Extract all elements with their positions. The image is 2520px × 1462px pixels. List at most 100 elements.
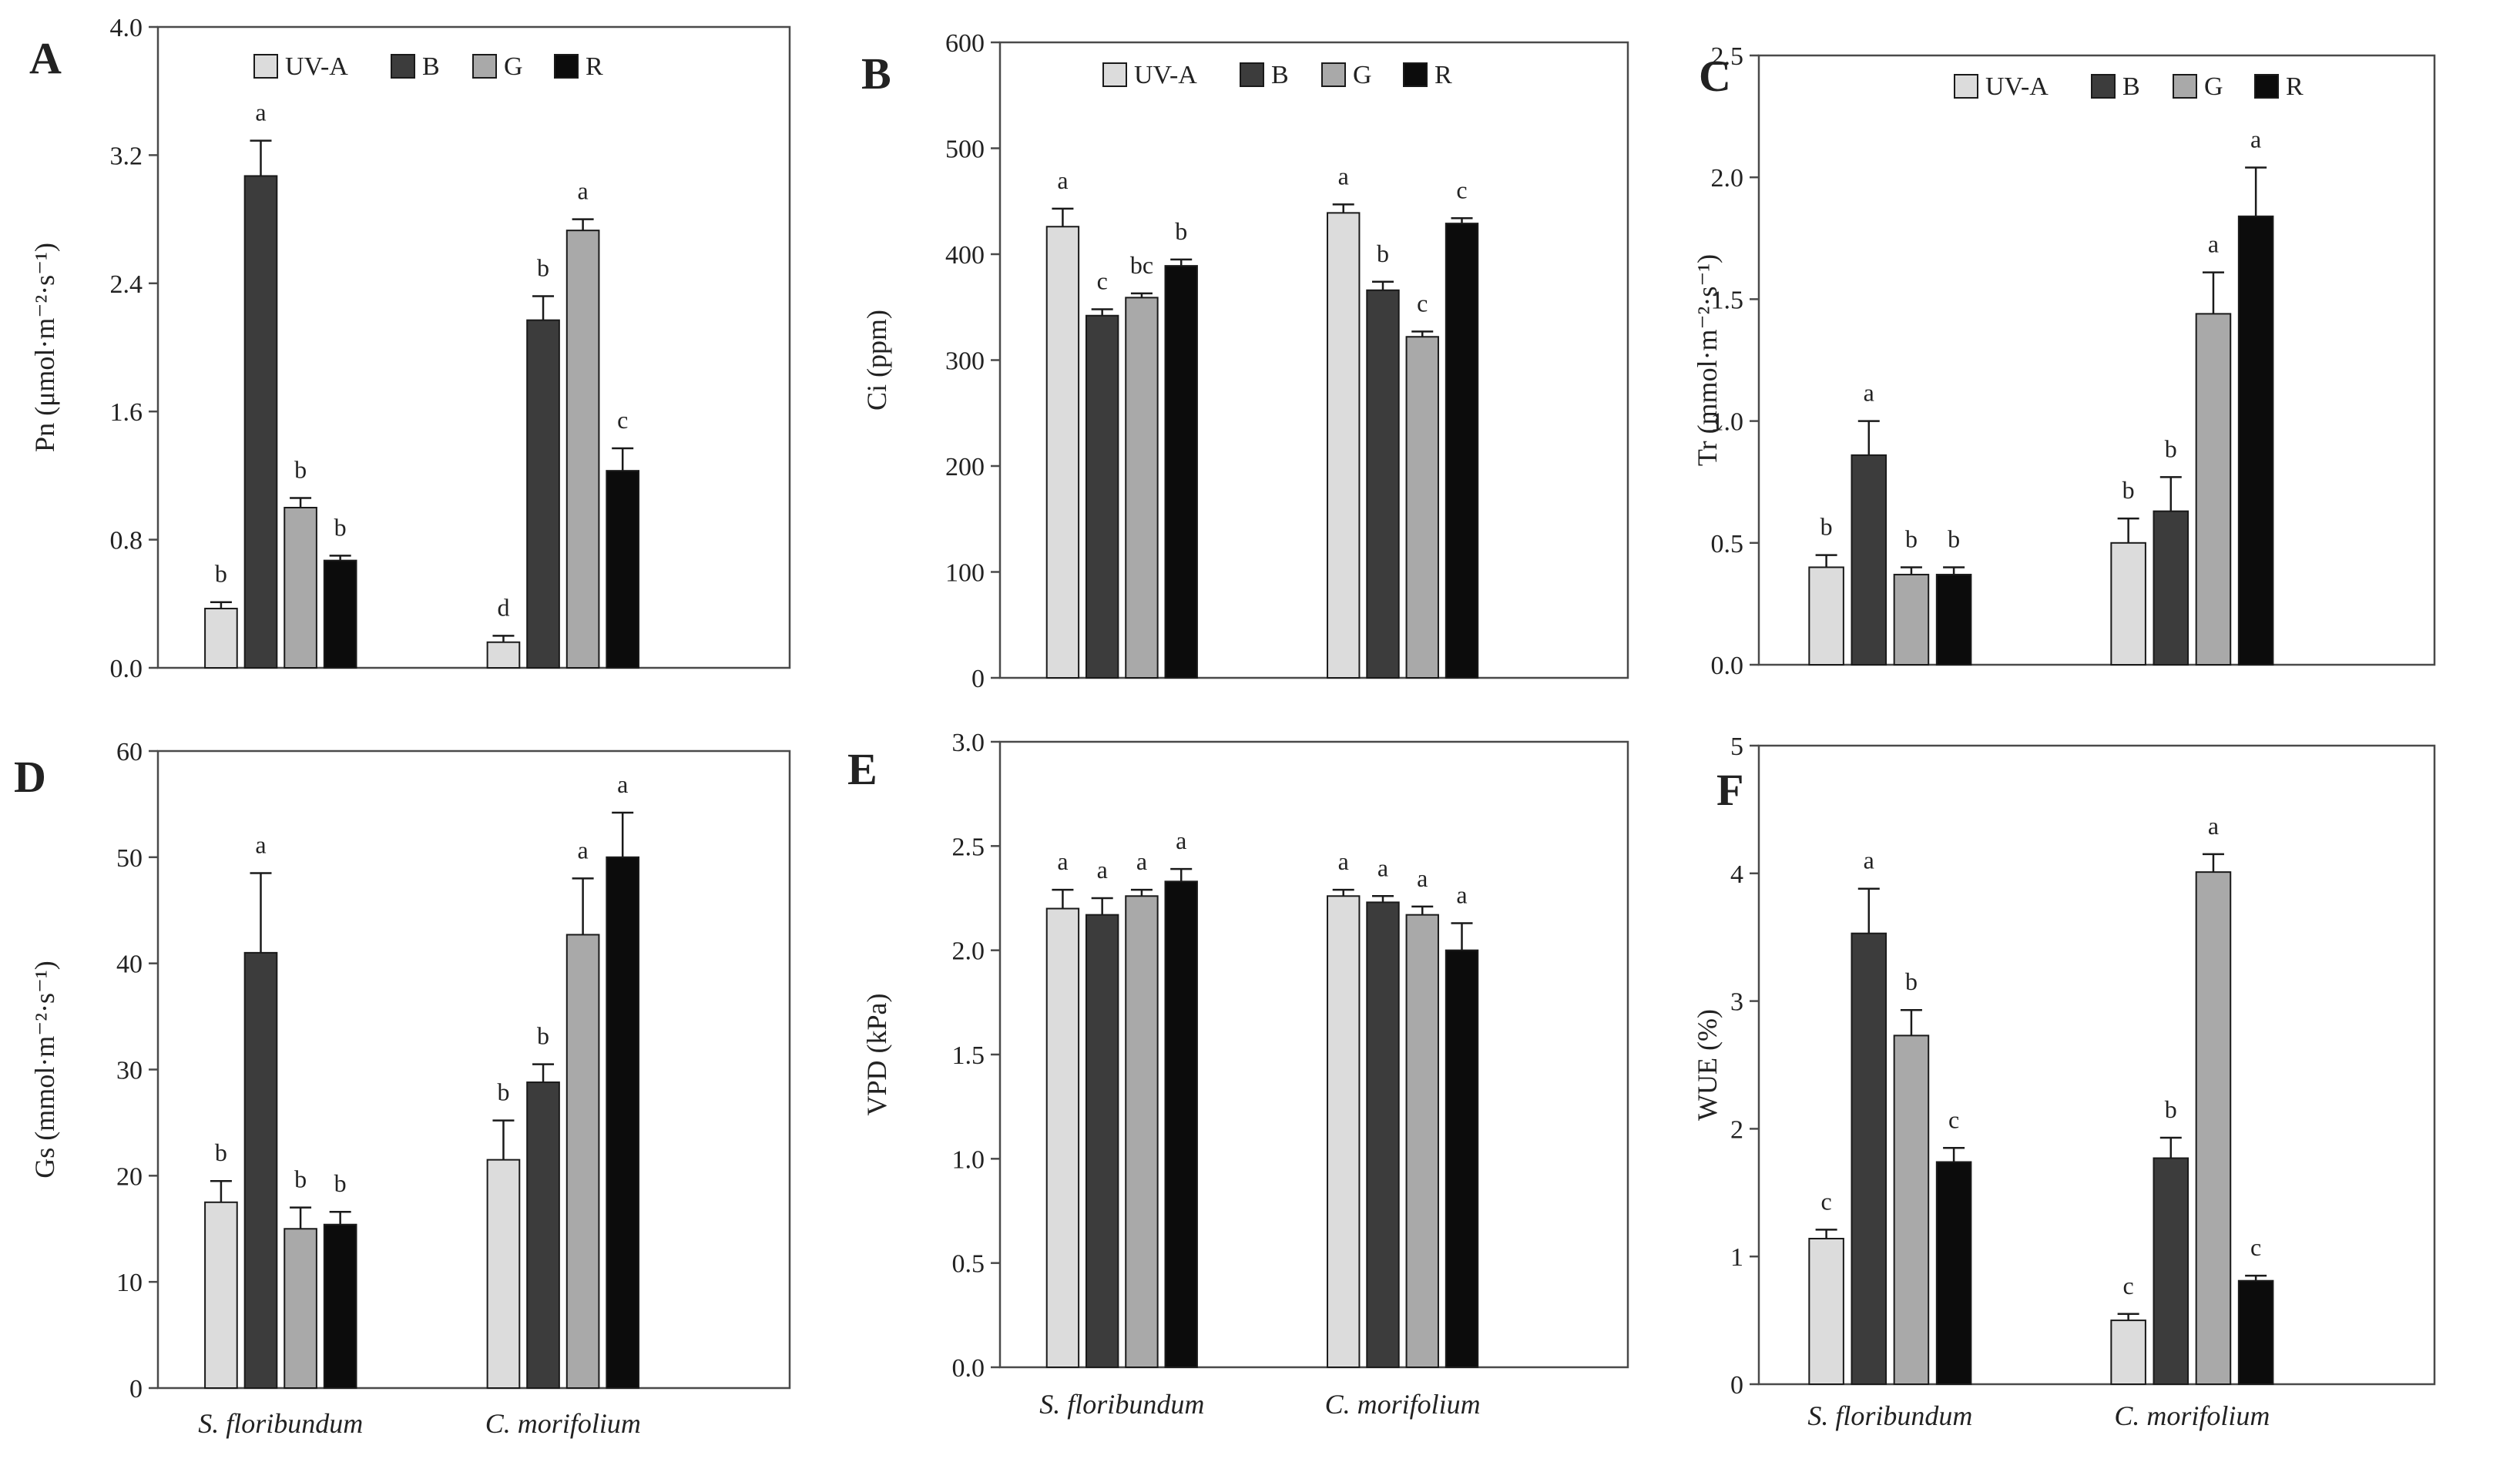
bar-r-s-floribundum — [1935, 1161, 1972, 1386]
legend-entry: R — [2254, 72, 2304, 101]
bar-r-s-floribundum — [1935, 573, 1972, 666]
significance-letter: b — [1175, 217, 1187, 245]
significance-letter: a — [1057, 166, 1068, 194]
y-tick-label: 50 — [116, 844, 143, 873]
y-tick-label: 2.5 — [952, 833, 985, 861]
y-tick-label: 0.0 — [1711, 652, 1744, 680]
bar-r-c-morifolium — [1445, 223, 1479, 679]
bar-r-c-morifolium — [2237, 215, 2274, 666]
bar-g-s-floribundum — [1125, 297, 1159, 679]
bar-g-s-floribundum — [1125, 895, 1159, 1368]
bar-r-s-floribundum — [323, 1223, 357, 1390]
significance-letter: c — [617, 406, 628, 434]
bar-b-c-morifolium — [526, 319, 560, 669]
y-tick-label: 1.5 — [952, 1041, 985, 1070]
y-tick-label: 2.0 — [1711, 164, 1744, 193]
bar-g-s-floribundum — [284, 507, 317, 669]
legend-swatch — [2173, 74, 2197, 99]
y-tick-label: 1.5 — [1711, 286, 1744, 314]
significance-letter: b — [2165, 1095, 2177, 1123]
significance-letter: b — [294, 1165, 307, 1193]
y-tick-label: 0.5 — [1711, 530, 1744, 558]
significance-letter: b — [1948, 525, 1960, 552]
bar-b-s-floribundum — [1085, 914, 1119, 1368]
legend-label: G — [2204, 72, 2223, 101]
legend-entry: R — [1403, 61, 1452, 89]
significance-letter: bc — [1130, 251, 1153, 279]
bar-r-c-morifolium — [1445, 949, 1479, 1368]
panel-letter: F — [1716, 765, 1743, 815]
significance-letter: c — [2250, 1233, 2261, 1261]
significance-letter: b — [334, 513, 347, 541]
legend-label: B — [1271, 61, 1289, 89]
y-tick-label: 40 — [116, 951, 143, 979]
y-tick-label: 20 — [116, 1162, 143, 1191]
panel-a: A 0.0 0.8 1.6 2.4 3.2 4.0 Pn (μmol·m⁻²·s⁻¹) b a b b… — [29, 14, 791, 683]
bar-g-c-morifolium — [565, 934, 600, 1389]
bar-b-s-floribundum — [1085, 314, 1119, 679]
bar-uva-s-floribundum — [1045, 226, 1080, 679]
significance-letter: c — [1417, 289, 1428, 317]
significance-letter: a — [255, 831, 266, 859]
legend-swatch — [1240, 62, 1264, 87]
y-tick-label: 30 — [116, 1057, 143, 1085]
bar-uva-c-morifolium — [486, 1159, 521, 1389]
bar-b-c-morifolium — [2153, 510, 2189, 666]
significance-letter: b — [537, 253, 549, 281]
bar-uva-s-floribundum — [1808, 1237, 1844, 1386]
y-tick-label: 4.0 — [110, 14, 143, 42]
significance-letter: a — [2250, 126, 2261, 153]
y-tick-label: 60 — [116, 738, 143, 766]
legend-swatch — [554, 54, 579, 79]
legend-entry: G — [472, 52, 523, 81]
significance-letter: d — [497, 593, 509, 621]
legend-entry: R — [554, 52, 603, 81]
y-tick-label: 3.0 — [952, 729, 985, 757]
y-tick-label: 2.5 — [1711, 42, 1744, 71]
significance-letter: a — [1377, 853, 1388, 881]
group-label: C. morifolium — [1325, 1389, 1481, 1420]
significance-letter: a — [1176, 827, 1186, 854]
bar-uva-c-morifolium — [486, 641, 521, 669]
significance-letter: a — [1864, 847, 1874, 874]
bar-g-s-floribundum — [284, 1228, 317, 1389]
significance-letter: c — [1821, 1187, 1832, 1215]
significance-letter: a — [1864, 379, 1874, 407]
bar-uva-c-morifolium — [1327, 212, 1361, 679]
y-tick-label: 0.0 — [110, 655, 143, 683]
bar-uva-c-morifolium — [2110, 542, 2146, 666]
bar-uva-c-morifolium — [2110, 1319, 2146, 1385]
y-tick-label: 0 — [1730, 1371, 1743, 1400]
y-tick-label: 600 — [945, 29, 985, 58]
bar-b-s-floribundum — [243, 951, 278, 1389]
significance-letter: c — [1948, 1105, 1959, 1133]
significance-letter: b — [1905, 525, 1918, 552]
group-label: S. floribundum — [1039, 1389, 1204, 1420]
panel-c: C 0.0 0.5 1.0 1.5 2.0 2.5 Tr (mmol·m⁻²·s⁻¹) b a b b… — [1692, 42, 2436, 680]
y-tick-label: 5 — [1730, 733, 1743, 761]
y-tick-label: 0.8 — [110, 527, 143, 555]
panel-f: F 0 1 2 3 4 5 WUE (%) c a b c S. floribundum c b a c C. m… — [1692, 733, 2436, 1431]
y-tick-label: 400 — [945, 241, 985, 270]
y-axis-title: Pn (μmol·m⁻²·s⁻¹) — [29, 243, 60, 452]
significance-letter: b — [334, 1169, 347, 1197]
y-tick-label: 0 — [971, 665, 985, 693]
bar-r-s-floribundum — [1164, 880, 1198, 1368]
legend-label: R — [2286, 72, 2304, 101]
y-tick-label: 0.5 — [952, 1250, 985, 1279]
bar-b-s-floribundum — [1851, 932, 1887, 1385]
legend-entry: B — [391, 52, 440, 81]
bar-r-s-floribundum — [1164, 265, 1198, 679]
significance-letter: a — [255, 99, 266, 126]
bar-g-s-floribundum — [1893, 573, 1930, 666]
bar-r-c-morifolium — [606, 856, 640, 1390]
bar-b-s-floribundum — [243, 175, 278, 669]
y-tick-label: 1.0 — [952, 1145, 985, 1174]
y-tick-label: 2.0 — [952, 937, 985, 966]
legend-label: UV-A — [285, 52, 348, 81]
y-tick-label: 0 — [129, 1375, 143, 1403]
significance-letter: c — [1456, 176, 1467, 203]
panel-letter: B — [861, 49, 891, 99]
significance-letter: c — [2123, 1272, 2134, 1299]
